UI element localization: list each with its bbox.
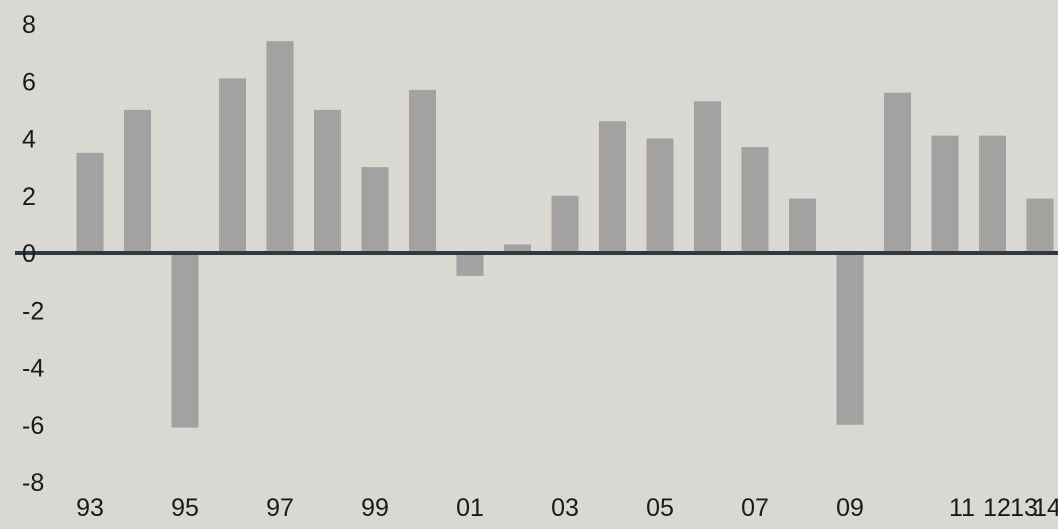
bar-96 <box>219 78 246 253</box>
y-tick-label: -4 <box>22 355 44 383</box>
bar-95 <box>171 253 199 428</box>
y-tick-label: 4 <box>22 126 36 154</box>
x-tick-label: 95 <box>171 494 199 522</box>
x-tick-label: 05 <box>646 494 674 522</box>
y-tick-label: 6 <box>22 68 36 96</box>
bar-97 <box>266 41 294 253</box>
bar-00 <box>409 89 436 254</box>
bar-10 <box>884 92 911 253</box>
bars-group <box>76 41 1054 428</box>
bar-13 <box>1026 198 1054 253</box>
y-tick-label: -2 <box>22 297 44 325</box>
bar-06 <box>694 101 721 253</box>
x-tick-label: 93 <box>76 494 104 522</box>
bar-93 <box>76 152 104 253</box>
x-tick-label: 13 <box>1010 494 1038 522</box>
x-tick-label: 09 <box>836 494 864 522</box>
bar-02 <box>504 244 531 253</box>
bar-09 <box>836 253 864 425</box>
x-tick-label: 99 <box>361 494 389 522</box>
x-tick-label: 03 <box>551 494 579 522</box>
bar-94 <box>124 109 151 253</box>
y-tick-label: -6 <box>22 412 44 440</box>
bar-01 <box>456 253 484 276</box>
bar-99 <box>361 167 389 253</box>
x-tick-label: 07 <box>741 494 769 522</box>
x-tick-label: 01 <box>456 494 484 522</box>
bar-07 <box>741 147 769 253</box>
x-tick-label: 97 <box>266 494 294 522</box>
bar-03 <box>551 195 579 253</box>
x-tick-label: 14 <box>1033 494 1058 522</box>
y-tick-label: 0 <box>22 240 36 268</box>
y-tick-label: 2 <box>22 183 36 211</box>
y-tick-label: -8 <box>22 469 44 497</box>
bar-05 <box>646 138 674 253</box>
bar-11 <box>931 135 959 253</box>
bar-98 <box>314 109 341 253</box>
x-tick-label: 12 <box>983 494 1011 522</box>
bar-12 <box>979 135 1006 253</box>
y-tick-label: 8 <box>22 11 36 39</box>
bar-08 <box>789 198 816 253</box>
y-axis-tick-labels: 8 6 4 2 0 -2 -4 -6 -8 <box>22 11 44 497</box>
bar-04 <box>599 121 626 253</box>
x-tick-label: 11 <box>949 494 975 522</box>
